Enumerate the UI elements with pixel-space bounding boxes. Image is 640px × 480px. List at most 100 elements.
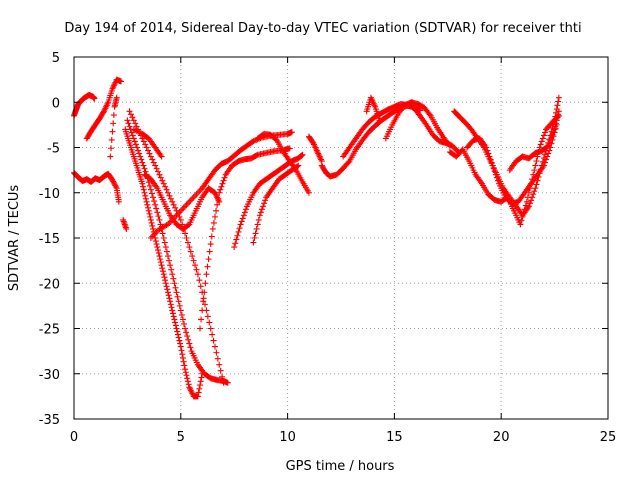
- data-point: [197, 283, 204, 290]
- data-point: [174, 210, 181, 217]
- data-point: [182, 325, 189, 332]
- data-point: [256, 212, 263, 219]
- data-point: [145, 207, 152, 214]
- data-point: [493, 174, 500, 181]
- data-point: [154, 209, 161, 216]
- data-point: [196, 188, 203, 195]
- series-sat-v: [446, 112, 562, 228]
- y-tick-label: -30: [39, 368, 60, 383]
- data-point: [148, 219, 155, 226]
- data-point: [185, 381, 192, 388]
- data-point: [164, 289, 171, 296]
- data-point: [487, 156, 494, 163]
- data-point: [167, 195, 174, 202]
- data-point: [113, 94, 120, 101]
- data-point: [528, 180, 535, 187]
- data-point: [147, 153, 154, 160]
- data-point: [426, 111, 433, 118]
- data-point: [145, 147, 152, 154]
- data-point: [168, 304, 175, 311]
- data-point: [531, 188, 538, 195]
- data-point: [134, 144, 141, 151]
- data-point: [183, 201, 190, 208]
- data-point: [204, 263, 211, 270]
- data-point: [532, 185, 539, 192]
- data-point: [217, 186, 224, 193]
- series-sat-r: [363, 94, 383, 124]
- data-point: [172, 204, 179, 211]
- data-point: [215, 195, 222, 202]
- data-point: [545, 150, 552, 157]
- data-point: [309, 138, 316, 145]
- data-point: [183, 235, 190, 241]
- data-point: [254, 221, 261, 228]
- axis-ticks: 0 5 10 15 20 25 5 0 -5 -10 -15 -20 -25 -30 -35: [39, 51, 617, 445]
- data-point: [196, 277, 203, 284]
- data-point: [153, 165, 160, 172]
- data-point: [233, 236, 240, 243]
- data-point: [153, 241, 160, 248]
- data-point: [147, 213, 154, 220]
- data-point: [517, 221, 524, 228]
- data-point: [147, 186, 154, 193]
- data-point: [140, 138, 147, 145]
- data-point: [194, 271, 201, 278]
- data-point: [184, 378, 191, 385]
- data-point: [177, 307, 184, 314]
- data-point: [205, 256, 212, 263]
- data-point: [112, 182, 119, 189]
- data-point: [545, 142, 552, 149]
- data-point: [180, 358, 187, 365]
- data-point: [258, 206, 265, 213]
- data-point: [197, 325, 204, 332]
- data-point: [550, 129, 557, 136]
- data-point: [234, 232, 241, 239]
- data-point: [166, 257, 173, 264]
- data-point: [179, 206, 186, 213]
- data-point: [184, 333, 191, 340]
- data-point: [255, 216, 262, 223]
- data-point: [157, 174, 164, 181]
- data-point: [218, 183, 225, 190]
- y-tick-label: -15: [39, 232, 60, 247]
- data-point: [543, 156, 550, 163]
- data-point: [547, 137, 554, 144]
- data-point: [189, 253, 196, 260]
- data-point: [177, 343, 184, 350]
- data-point: [150, 194, 157, 201]
- data-point: [231, 244, 238, 251]
- data-point: [241, 209, 248, 216]
- data-point: [140, 186, 147, 193]
- data-point: [110, 179, 117, 186]
- data-point: [166, 192, 173, 199]
- data-point: [123, 225, 130, 232]
- data-point: [549, 131, 556, 138]
- data-point: [172, 322, 179, 329]
- data-point: [160, 180, 167, 187]
- data-point: [170, 201, 177, 208]
- data-point: [552, 123, 559, 130]
- data-point: [217, 367, 224, 374]
- data-point: [376, 117, 383, 124]
- data-point: [132, 141, 139, 148]
- data-point: [183, 372, 190, 379]
- data-point: [150, 231, 157, 238]
- data-point: [202, 280, 209, 287]
- data-point: [288, 129, 295, 136]
- data-point: [546, 139, 553, 146]
- data-point: [109, 128, 116, 135]
- data-point: [139, 159, 146, 166]
- data-point: [189, 195, 196, 202]
- data-point: [162, 244, 169, 251]
- data-point: [160, 268, 166, 275]
- data-point: [177, 216, 184, 223]
- data-point: [541, 129, 548, 136]
- data-point: [214, 355, 221, 362]
- data-point: [553, 117, 560, 124]
- data-point: [216, 189, 223, 196]
- data-point: [237, 221, 244, 228]
- data-point: [174, 328, 181, 335]
- data-point: [179, 351, 186, 358]
- data-point: [209, 225, 216, 232]
